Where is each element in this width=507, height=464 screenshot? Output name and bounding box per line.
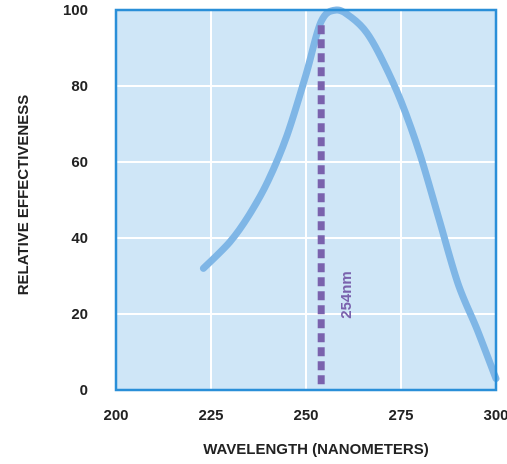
y-tick-label-60: 60 — [71, 154, 88, 171]
y-tick-label-20: 20 — [71, 306, 88, 323]
y-tick-labels: 0 20 40 60 80 100 — [63, 2, 88, 399]
x-tick-labels: 200 225 250 275 300 — [103, 407, 507, 424]
y-tick-label-80: 80 — [71, 78, 88, 95]
y-tick-label-100: 100 — [63, 2, 88, 19]
x-axis-title: WAVELENGTH (NANOMETERS) — [203, 441, 429, 458]
effectiveness-curve — [199, 6, 500, 383]
x-tick-label-300: 300 — [483, 407, 507, 424]
254nm-label: 254nm — [338, 271, 355, 319]
y-tick-label-40: 40 — [71, 230, 88, 247]
plot-frame — [114, 8, 498, 392]
x-tick-label-200: 200 — [103, 407, 128, 424]
y-tick-label-0: 0 — [80, 382, 88, 399]
x-tick-label-225: 225 — [198, 407, 223, 424]
y-axis-title: RELATIVE EFFECTIVENESS — [15, 95, 32, 296]
x-tick-label-275: 275 — [388, 407, 413, 424]
x-tick-label-250: 250 — [293, 407, 318, 424]
